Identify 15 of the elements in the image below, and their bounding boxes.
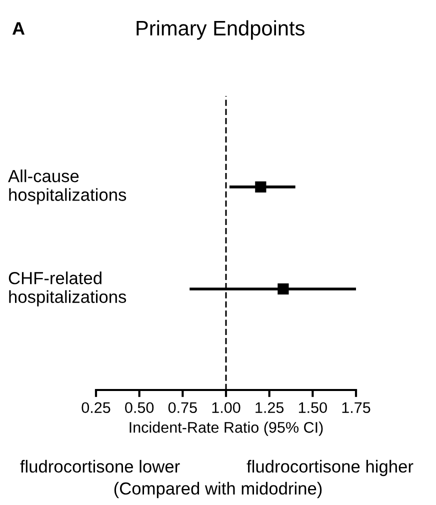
y-tick-label: CHF-related hospitalizations bbox=[8, 272, 126, 306]
x-tick-label: 1.25 bbox=[256, 402, 284, 414]
x-tick-label: 1.50 bbox=[298, 402, 327, 414]
x-tick-label: 0.50 bbox=[125, 402, 154, 414]
text: (Compared with midodrine) bbox=[114, 482, 322, 498]
text: fludrocortisone lower bbox=[20, 460, 180, 473]
x-tick-label: 1.00 bbox=[212, 402, 240, 414]
x-tick-label: 0.25 bbox=[82, 402, 110, 414]
x-tick-label: 1.75 bbox=[342, 402, 370, 414]
chart-title: Primary Endpoints bbox=[136, 20, 304, 40]
y-tick-label: All-cause hospitalizations bbox=[8, 169, 126, 204]
text: fludrocortisone higher bbox=[246, 460, 414, 476]
x-tick-label: 0.75 bbox=[168, 402, 197, 414]
text: A bbox=[12, 22, 25, 35]
x-axis-title: Incident-Rate Ratio (95% CI) bbox=[130, 422, 323, 436]
